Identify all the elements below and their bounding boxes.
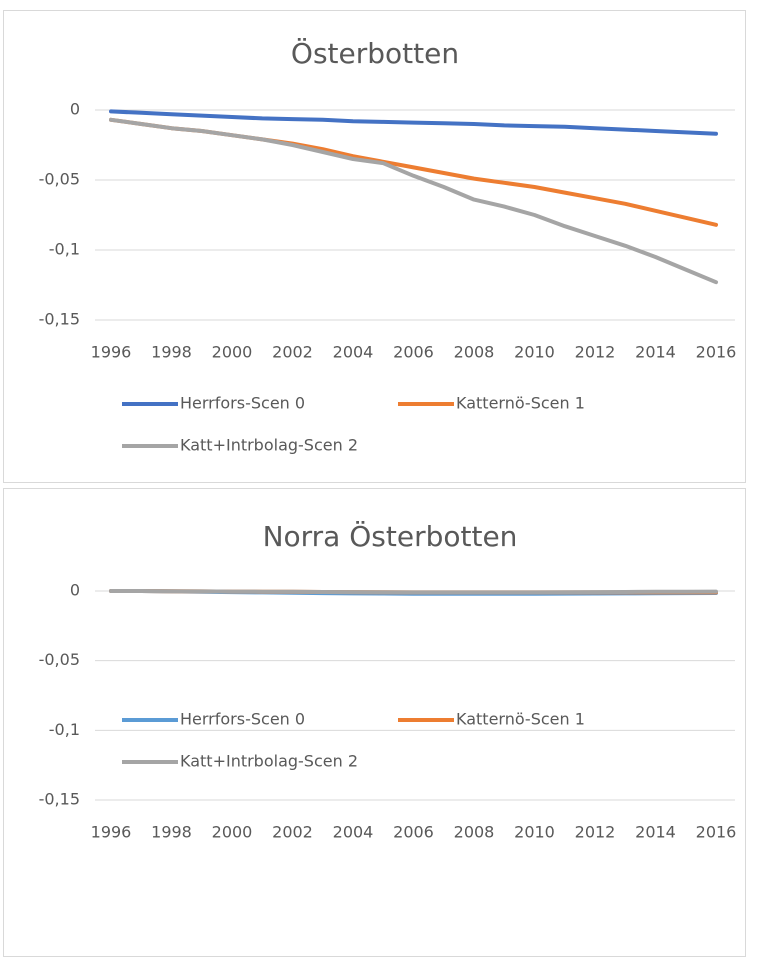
series-line bbox=[109, 109, 718, 136]
x-tick-label: 1998 bbox=[151, 343, 192, 362]
y-tick-label: -0,1 bbox=[49, 240, 80, 259]
chart-title: Österbotten bbox=[291, 36, 459, 70]
legend-label: Katt+Intrbolag-Scen 2 bbox=[180, 436, 358, 455]
series-line bbox=[109, 117, 718, 285]
x-tick-label: 2008 bbox=[454, 823, 495, 842]
y-tick-label: 0 bbox=[70, 581, 80, 600]
chart-frame bbox=[3, 488, 746, 957]
x-tick-label: 2010 bbox=[514, 343, 555, 362]
legend-label: Katt+Intrbolag-Scen 2 bbox=[180, 752, 358, 771]
x-tick-label: 2014 bbox=[635, 823, 676, 842]
legend-label: Katternö-Scen 1 bbox=[456, 394, 585, 413]
x-tick-label: 2012 bbox=[575, 823, 616, 842]
x-tick-label: 2002 bbox=[272, 823, 313, 842]
legend-label: Katternö-Scen 1 bbox=[456, 710, 585, 729]
x-tick-label: 2016 bbox=[696, 823, 737, 842]
legend-label: Herrfors-Scen 0 bbox=[180, 394, 305, 413]
x-tick-label: 2012 bbox=[575, 343, 616, 362]
x-tick-label: 2016 bbox=[696, 343, 737, 362]
y-tick-label: -0,1 bbox=[49, 720, 80, 739]
x-tick-label: 2000 bbox=[212, 343, 253, 362]
x-tick-label: 2006 bbox=[393, 343, 434, 362]
x-tick-label: 2006 bbox=[393, 823, 434, 842]
x-tick-label: 1996 bbox=[91, 823, 132, 842]
x-tick-label: 1996 bbox=[91, 343, 132, 362]
y-tick-label: 0 bbox=[70, 100, 80, 119]
chart-title: Norra Österbotten bbox=[263, 519, 518, 553]
x-tick-label: 2014 bbox=[635, 343, 676, 362]
x-tick-label: 2010 bbox=[514, 823, 555, 842]
x-tick-label: 2004 bbox=[333, 823, 374, 842]
x-tick-label: 2002 bbox=[272, 343, 313, 362]
x-tick-label: 2000 bbox=[212, 823, 253, 842]
y-tick-label: -0,15 bbox=[39, 310, 80, 329]
y-tick-label: -0,15 bbox=[39, 790, 80, 809]
x-tick-label: 2008 bbox=[454, 343, 495, 362]
legend-label: Herrfors-Scen 0 bbox=[180, 710, 305, 729]
x-tick-label: 1998 bbox=[151, 823, 192, 842]
y-tick-label: -0,05 bbox=[39, 650, 80, 669]
y-tick-label: -0,05 bbox=[39, 170, 80, 189]
chart-frame bbox=[3, 10, 746, 483]
series-line bbox=[109, 589, 718, 595]
x-tick-label: 2004 bbox=[333, 343, 374, 362]
